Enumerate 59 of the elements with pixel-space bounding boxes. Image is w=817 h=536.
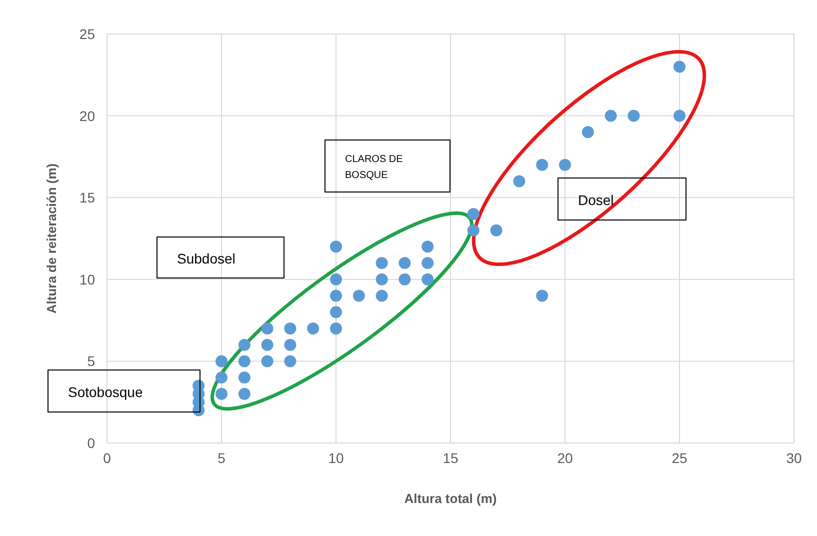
point — [559, 158, 571, 171]
point — [467, 208, 480, 220]
x-tick-label: 10 — [328, 450, 344, 466]
y-tick-label: 25 — [79, 26, 96, 42]
annotation: Sotobosque — [68, 384, 143, 400]
point — [238, 372, 250, 384]
point — [674, 110, 686, 122]
point — [216, 388, 228, 400]
point — [376, 273, 388, 286]
point — [628, 110, 640, 122]
point — [398, 273, 411, 286]
point — [216, 372, 228, 384]
point — [238, 388, 250, 400]
point — [238, 355, 250, 368]
point — [582, 126, 594, 138]
y-tick-label: 0 — [87, 435, 96, 451]
point — [398, 257, 411, 270]
x-tick-label: 15 — [442, 450, 458, 466]
annotation: CLAROS DE BOSQUE — [345, 154, 404, 181]
point — [674, 60, 686, 73]
point — [376, 257, 388, 270]
point — [330, 273, 342, 286]
y-tick-label: 15 — [79, 190, 96, 206]
point — [422, 257, 434, 270]
point — [330, 290, 342, 302]
point — [261, 322, 274, 334]
point — [216, 355, 228, 368]
point — [536, 290, 548, 302]
y-tick-label: 5 — [87, 353, 96, 370]
point — [467, 224, 480, 236]
annotation: Subdosel — [177, 250, 236, 266]
point — [513, 175, 526, 188]
y-tick-label: 20 — [79, 108, 96, 124]
point — [376, 290, 388, 302]
point — [604, 110, 617, 122]
point — [330, 322, 342, 334]
point — [422, 240, 434, 253]
point — [422, 273, 434, 286]
point — [536, 158, 548, 171]
point — [330, 306, 342, 318]
point — [261, 355, 274, 368]
x-tick-label: 30 — [786, 450, 802, 466]
point — [284, 338, 296, 351]
point — [261, 338, 274, 351]
point — [490, 224, 502, 236]
x-tick-label: 5 — [218, 450, 226, 466]
point — [352, 290, 365, 302]
x-axis-title: Altura total (m) — [404, 491, 497, 506]
x-tick-label: 20 — [557, 450, 573, 466]
point — [284, 322, 296, 334]
point — [307, 322, 320, 334]
x-tick-label: 0 — [103, 450, 112, 466]
y-tick-label: 10 — [79, 271, 96, 288]
annotation: Dosel — [578, 192, 614, 208]
y-axis-title: Altura de reiteración (m) — [44, 163, 59, 314]
point — [330, 240, 342, 253]
point — [284, 355, 296, 368]
point — [238, 338, 250, 351]
x-tick-label: 25 — [672, 450, 688, 466]
